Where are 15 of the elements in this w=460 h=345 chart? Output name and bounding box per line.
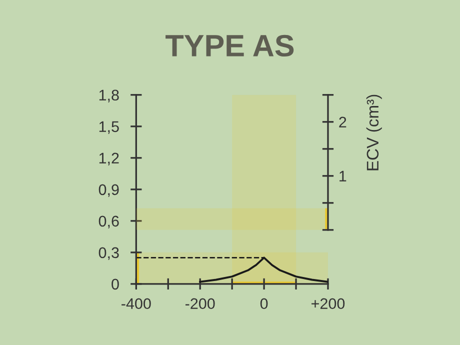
y2-tick-label: 1: [340, 170, 346, 182]
x-tick-label: -200: [185, 298, 215, 310]
y2-tick-label: 2: [339, 116, 346, 128]
x-tick-label: +200: [312, 298, 345, 310]
y-tick-label: 0,3: [98, 247, 119, 260]
y-tick-label: 1,8: [99, 90, 119, 102]
y2-axis-title: ECV (cm³): [366, 94, 382, 170]
y-tick-label: 0: [112, 278, 119, 290]
y-tick-label: 1,2: [99, 152, 119, 166]
y-tick-label: 1,5: [99, 121, 119, 134]
x-tick-label: -400: [122, 298, 151, 310]
x-tick-label: 0: [260, 298, 268, 310]
y-tick-label: 0,6: [98, 216, 119, 228]
chart-title: TYPE AS: [166, 34, 294, 56]
y-tick-label: 0,9: [98, 184, 119, 197]
